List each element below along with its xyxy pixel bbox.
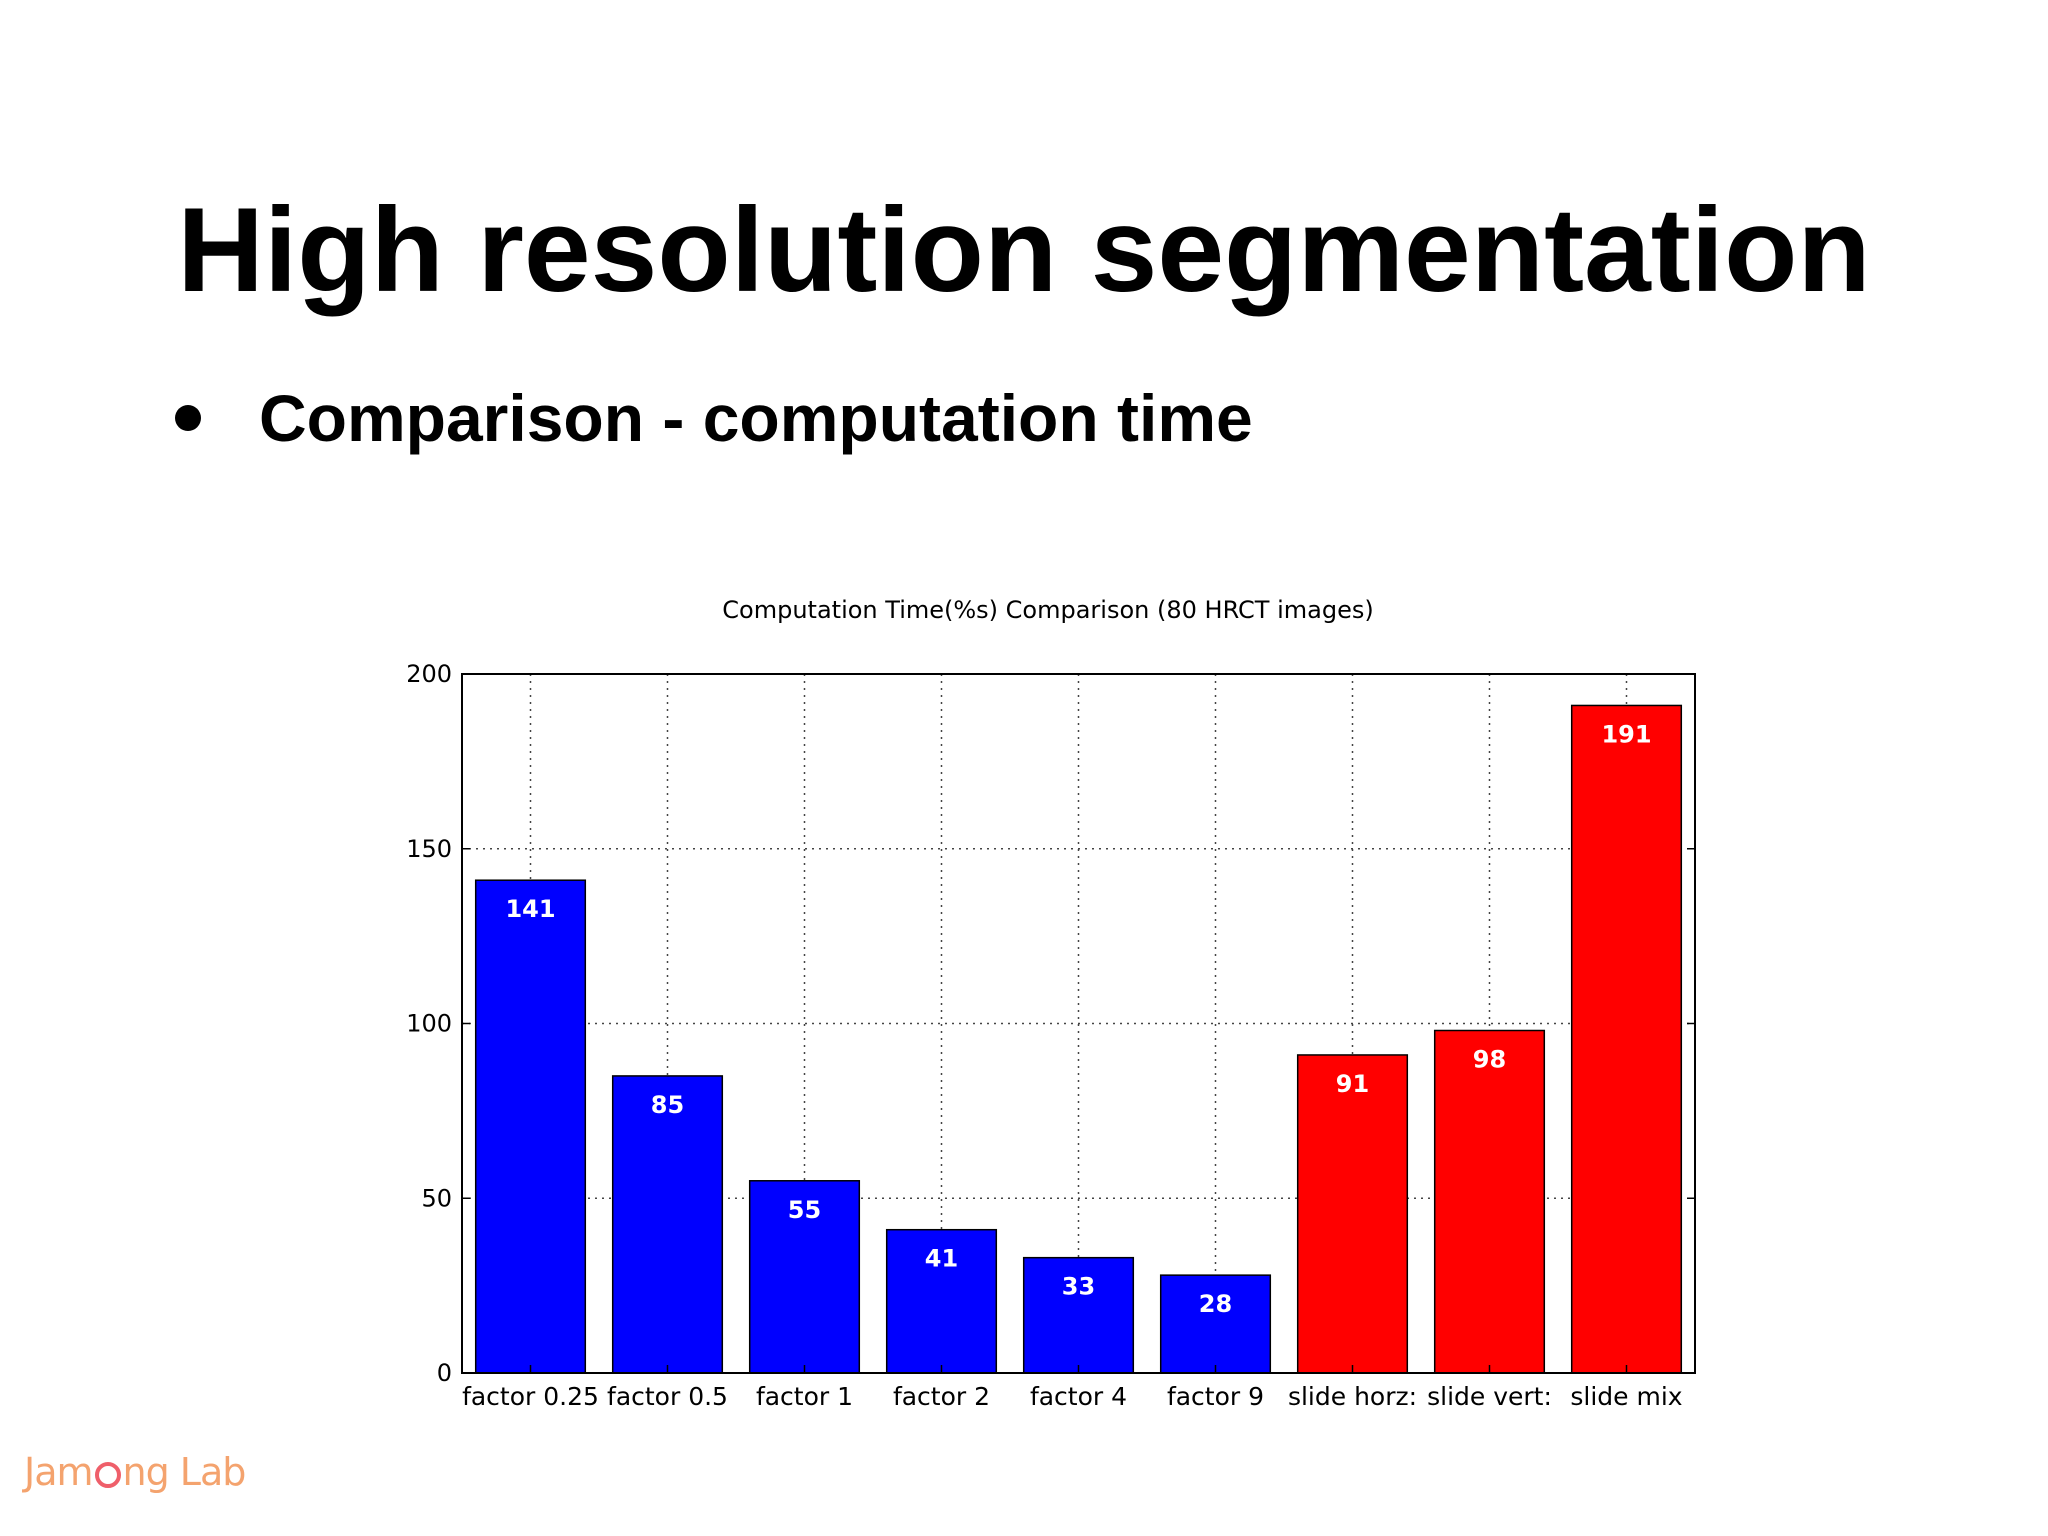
- data-label-1: 85: [651, 1091, 684, 1119]
- data-label-3: 41: [925, 1245, 958, 1273]
- bar-1: [611, 1075, 724, 1374]
- y-axis-ticks: 0 50 100 150 200: [406, 660, 1695, 1387]
- bar-5: [1159, 1274, 1272, 1374]
- bullet-text: Comparison - computation time: [259, 381, 1253, 455]
- logo-mark-icon: [94, 1462, 121, 1488]
- data-label-5: 28: [1199, 1290, 1232, 1318]
- x-tick-label: slide mix: [1570, 1382, 1682, 1411]
- x-tick-label: factor 2: [893, 1382, 990, 1411]
- chart-bars: [474, 704, 1683, 1374]
- x-tick-label: slide vert:: [1427, 1382, 1552, 1411]
- bar-8: [1570, 704, 1683, 1374]
- data-label-4: 33: [1062, 1273, 1095, 1301]
- jamong-lab-logo: Jam ng Lab: [24, 1450, 247, 1494]
- x-axis-ticks: factor 0.25 factor 0.5 factor 1 factor 2 fac…: [462, 1365, 1683, 1411]
- x-tick-label: factor 0.5: [607, 1382, 728, 1411]
- y-tick-label: 150: [406, 835, 452, 863]
- bullet-dot-icon: [175, 405, 201, 431]
- bar-4: [1022, 1256, 1135, 1374]
- data-label-0: 141: [505, 895, 555, 923]
- chart-title: Computation Time(%s) Comparison (80 HRCT…: [722, 596, 1373, 624]
- y-tick-label: 50: [421, 1184, 452, 1212]
- y-tick-label: 200: [406, 660, 452, 688]
- data-label-2: 55: [788, 1196, 821, 1224]
- bar-6: [1296, 1054, 1409, 1374]
- x-tick-label: slide horz:: [1288, 1382, 1417, 1411]
- bar-0: [474, 879, 587, 1374]
- x-tick-label: factor 9: [1167, 1382, 1264, 1411]
- bullet-item: Comparison - computation time: [175, 378, 1253, 458]
- y-tick-label: 0: [437, 1359, 452, 1387]
- y-tick-label: 100: [406, 1010, 452, 1038]
- logo-text-left: Jam: [24, 1450, 94, 1494]
- bar-7: [1433, 1029, 1546, 1374]
- logo-text-right: ng Lab: [122, 1450, 247, 1494]
- data-labels: 141 85 55 41 33 28 91 98 191: [505, 720, 1651, 1318]
- slide-title: High resolution segmentation: [177, 183, 1871, 317]
- data-label-7: 98: [1473, 1045, 1506, 1073]
- bar-3: [885, 1228, 998, 1374]
- bar-2: [748, 1180, 861, 1374]
- x-tick-label: factor 1: [756, 1382, 853, 1411]
- data-label-8: 191: [1601, 720, 1651, 748]
- data-label-6: 91: [1336, 1070, 1369, 1098]
- x-tick-label: factor 4: [1030, 1382, 1127, 1411]
- x-tick-label: factor 0.25: [462, 1382, 599, 1411]
